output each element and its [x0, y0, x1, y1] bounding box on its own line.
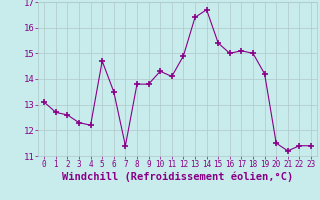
X-axis label: Windchill (Refroidissement éolien,°C): Windchill (Refroidissement éolien,°C): [62, 172, 293, 182]
